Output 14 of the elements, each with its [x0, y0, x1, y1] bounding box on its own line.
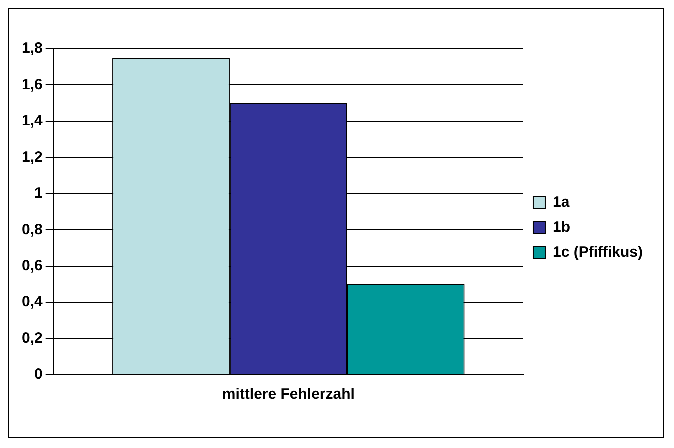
y-tick-label: 1,8 [22, 40, 43, 58]
y-tick-label: 0,6 [22, 257, 43, 274]
y-tick-label: 1 [34, 185, 43, 202]
legend-label: 1a [552, 194, 570, 212]
x-tick-label: mittlere Fehlerzahl [222, 386, 355, 404]
legend-label: 1c (Pfiffikus) [552, 244, 644, 262]
legend-label: 1b [552, 219, 570, 236]
y-tick-label: 1,6 [22, 76, 43, 94]
y-tick-label: 0,8 [22, 221, 43, 238]
y-tick-label: 0,2 [22, 330, 43, 347]
y-tick-label: 0 [34, 366, 43, 384]
y-tick-label: 1,2 [22, 148, 43, 166]
y-tick-label: 0,4 [22, 294, 44, 311]
y-tick-label: 1,4 [22, 112, 44, 130]
